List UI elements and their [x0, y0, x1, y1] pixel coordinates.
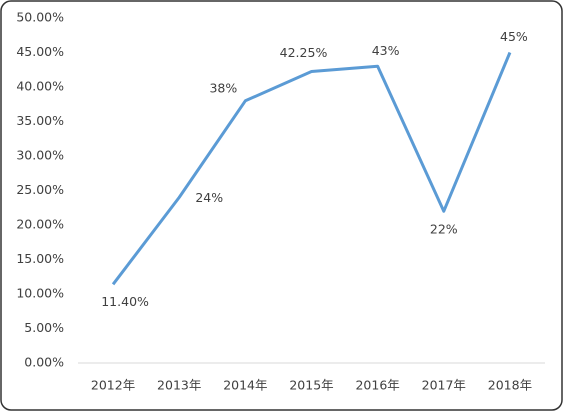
x-tick-label: 2014年: [223, 378, 267, 393]
data-label: 11.40%: [101, 294, 149, 309]
x-tick-label: 2012年: [91, 378, 135, 393]
y-tick-label: 50.00%: [16, 10, 64, 25]
data-label: 43%: [372, 43, 400, 58]
y-tick-label: 40.00%: [16, 79, 64, 94]
y-tick-label: 45.00%: [16, 44, 64, 59]
y-tick-label: 5.00%: [24, 320, 64, 335]
y-tick-label: 30.00%: [16, 148, 64, 163]
data-line: [111, 51, 512, 286]
data-label: 24%: [195, 190, 223, 205]
y-tick-label: 25.00%: [16, 182, 64, 197]
x-tick-label: 2016年: [355, 378, 399, 393]
data-label: 38%: [209, 80, 237, 95]
y-tick-label: 20.00%: [16, 217, 64, 232]
data-label: 22%: [430, 222, 458, 237]
data-label: 45%: [500, 29, 528, 44]
x-tick-label: 2018年: [488, 378, 532, 393]
y-tick-label: 15.00%: [16, 251, 64, 266]
data-label: 42.25%: [280, 45, 328, 60]
x-tick-label: 2015年: [289, 378, 333, 393]
y-tick-label: 35.00%: [16, 113, 64, 128]
y-tick-label: 10.00%: [16, 286, 64, 301]
x-tick-label: 2017年: [422, 378, 466, 393]
x-tick-label: 2013年: [157, 378, 201, 393]
y-tick-label: 0.00%: [24, 355, 64, 370]
